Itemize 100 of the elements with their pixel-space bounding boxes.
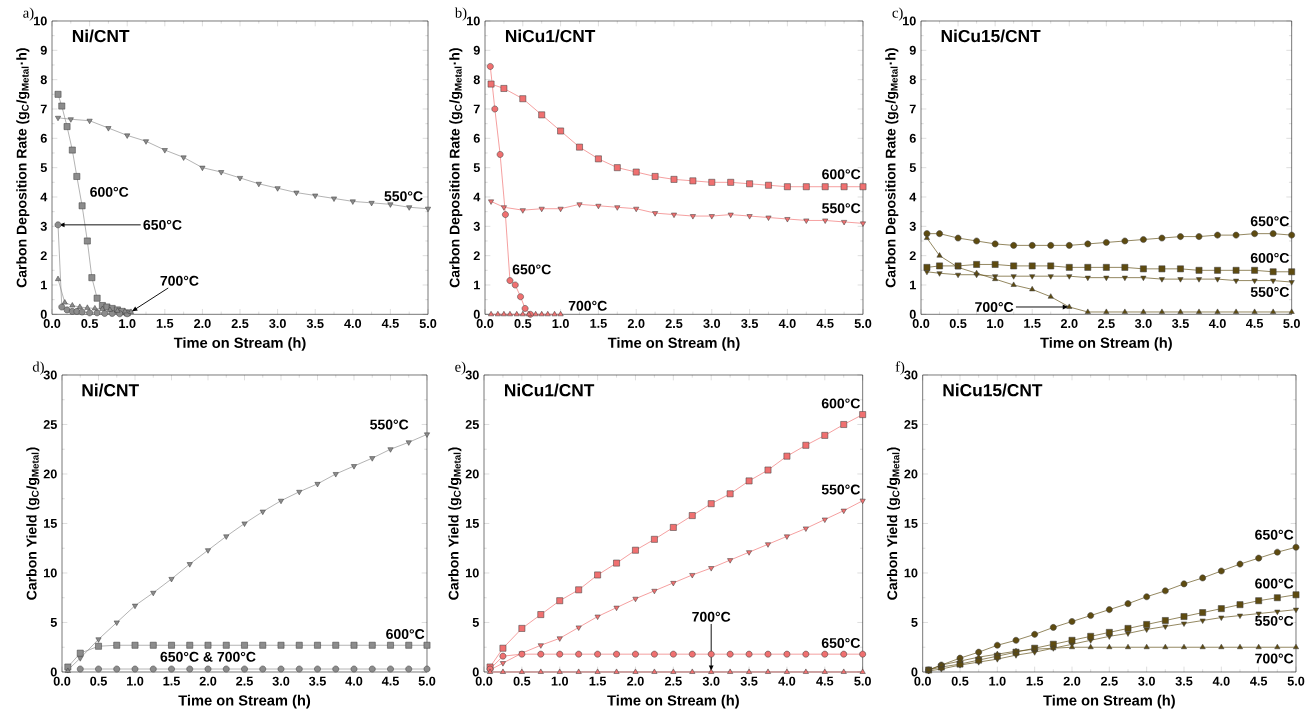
x-tick-label: 2.5 bbox=[664, 676, 682, 686]
y-tick-label: 0 bbox=[472, 667, 479, 677]
x-tick-label: 2.0 bbox=[199, 676, 217, 686]
x-tick-label: 5.0 bbox=[854, 319, 872, 328]
annotation: 700°C bbox=[975, 302, 1014, 312]
annotation: 600°C bbox=[90, 186, 129, 197]
y-tick-label: 10 bbox=[466, 568, 479, 578]
y-tick-label: 8 bbox=[909, 75, 916, 85]
x-tick-label: 3.5 bbox=[740, 676, 758, 686]
y-tick-label: 10 bbox=[467, 16, 480, 26]
y-tick-label: 2 bbox=[909, 251, 916, 261]
x-tick-label: 0.5 bbox=[951, 676, 969, 686]
chart-title: NiCu15/CNT bbox=[941, 29, 1041, 43]
x-axis-title: Time on Stream (h) bbox=[178, 694, 311, 709]
text: f) bbox=[895, 361, 905, 375]
y-tick-label: 3 bbox=[40, 221, 47, 231]
y-tick-label: 2 bbox=[473, 251, 480, 261]
x-tick-label: 4.0 bbox=[1212, 676, 1230, 686]
y-axis-title: Carbon Deposition Rate (g$_{C}$/g$_{Metal}$·h) bbox=[449, 48, 463, 288]
y-tick-label: 15 bbox=[466, 519, 479, 528]
chart-title: Ni/CNT bbox=[72, 29, 130, 43]
annotation: 700°C bbox=[160, 275, 199, 286]
x-tick-label: 0.0 bbox=[476, 319, 494, 328]
x-tick-label: 5.0 bbox=[1287, 676, 1305, 686]
x-tick-label: 4.5 bbox=[816, 319, 834, 328]
y-tick-label: 25 bbox=[465, 420, 479, 429]
y-tick-label: 7 bbox=[40, 104, 47, 114]
x-tick-label: 3.0 bbox=[702, 676, 720, 686]
x-tick-label: 1.0 bbox=[989, 676, 1006, 686]
y-tick-label: 25 bbox=[904, 420, 918, 429]
annotation: 700°C bbox=[692, 611, 731, 622]
y-tick-label: 6 bbox=[40, 133, 47, 143]
x-tick-label: 5.0 bbox=[854, 676, 871, 686]
x-tick-label: 4.0 bbox=[344, 319, 362, 328]
chart-title: NiCu1/CNT bbox=[505, 383, 595, 397]
y-tick-label: 10 bbox=[903, 16, 916, 26]
x-tick-label: 4.0 bbox=[1208, 319, 1226, 328]
annotation: 600°C bbox=[821, 398, 861, 409]
y-tick-label: 5 bbox=[473, 163, 480, 173]
annotation: 650°C bbox=[1255, 529, 1294, 540]
x-tick-label: 0.0 bbox=[475, 676, 493, 686]
y-tick-label: 20 bbox=[904, 469, 918, 479]
y-axis-title: Carbon Deposition Rate (g$_{C}$/g$_{Metal}$·h) bbox=[16, 48, 30, 288]
annotation: 550°C bbox=[822, 203, 861, 214]
x-tick-label: 1.5 bbox=[1026, 676, 1044, 686]
y-tick-label: 0 bbox=[40, 309, 47, 319]
annotation: 550°C bbox=[821, 484, 861, 495]
x-tick-label: 3.5 bbox=[1171, 319, 1189, 329]
y-tick-label: 5 bbox=[50, 618, 57, 627]
y-tick-label: 9 bbox=[473, 45, 480, 55]
y-tick-label: 0 bbox=[911, 667, 918, 677]
text: b) bbox=[454, 7, 467, 21]
x-tick-label: 2.0 bbox=[1063, 676, 1081, 686]
x-tick-label: 3.0 bbox=[1134, 319, 1152, 329]
x-tick-label: 3.0 bbox=[269, 319, 286, 329]
x-tick-label: 1.0 bbox=[127, 676, 144, 686]
annotation: 550°C bbox=[384, 191, 423, 202]
y-tick-label: 4 bbox=[909, 192, 917, 202]
text: d) bbox=[32, 361, 44, 375]
chart-title: Ni/CNT bbox=[82, 383, 139, 397]
annotation: 600°C bbox=[1255, 578, 1294, 589]
annotation: 650°C bbox=[1250, 216, 1290, 227]
x-tick-label: 1.5 bbox=[156, 319, 174, 328]
y-tick-label: 30 bbox=[465, 370, 479, 380]
x-tick-label: 2.0 bbox=[1060, 319, 1078, 328]
annotation: 650°C bbox=[821, 638, 861, 648]
text: c) bbox=[892, 7, 903, 21]
y-tick-label: 1 bbox=[910, 280, 916, 290]
x-tick-label: 2.5 bbox=[1097, 319, 1115, 328]
x-tick-label: 0.0 bbox=[912, 319, 930, 328]
x-tick-label: 5.0 bbox=[419, 319, 437, 328]
y-tick-label: 15 bbox=[904, 519, 918, 528]
x-tick-label: 1.0 bbox=[551, 676, 569, 686]
annotation: 550°C bbox=[1255, 615, 1294, 626]
x-tick-label: 0.5 bbox=[949, 319, 967, 328]
y-tick-label: 7 bbox=[909, 104, 916, 114]
x-tick-label: 5.0 bbox=[1283, 319, 1300, 328]
x-tick-label: 3.0 bbox=[272, 676, 290, 686]
x-tick-label: 2.5 bbox=[665, 319, 683, 328]
x-tick-label: 1.0 bbox=[987, 319, 1004, 328]
x-tick-label: 4.5 bbox=[381, 319, 399, 328]
x-tick-label: 4.5 bbox=[1250, 676, 1268, 686]
x-tick-label: 2.5 bbox=[1100, 676, 1118, 686]
x-axis-title: Time on Stream (h) bbox=[1040, 337, 1172, 351]
x-tick-label: 4.0 bbox=[778, 676, 796, 686]
y-axis-title: Carbon Yield (g$_{C}$/g$_{Metal}$) bbox=[26, 447, 40, 600]
y-tick-label: 4 bbox=[473, 192, 481, 202]
x-tick-label: 0.0 bbox=[43, 319, 61, 328]
y-axis-title: Carbon Yield (g$_{C}$/g$_{Metal}$) bbox=[886, 447, 901, 600]
text: e) bbox=[455, 361, 466, 375]
y-tick-label: 4 bbox=[40, 192, 48, 202]
y-tick-label: 10 bbox=[904, 568, 918, 578]
x-tick-label: 0.5 bbox=[81, 319, 99, 328]
x-tick-label: 2.0 bbox=[194, 319, 211, 328]
x-tick-label: 4.5 bbox=[816, 676, 834, 686]
annotation: 650°C bbox=[143, 219, 182, 230]
y-tick-label: 6 bbox=[909, 133, 916, 143]
y-tick-label: 8 bbox=[473, 75, 480, 85]
y-tick-label: 20 bbox=[465, 469, 479, 479]
x-tick-label: 0.5 bbox=[514, 319, 532, 328]
